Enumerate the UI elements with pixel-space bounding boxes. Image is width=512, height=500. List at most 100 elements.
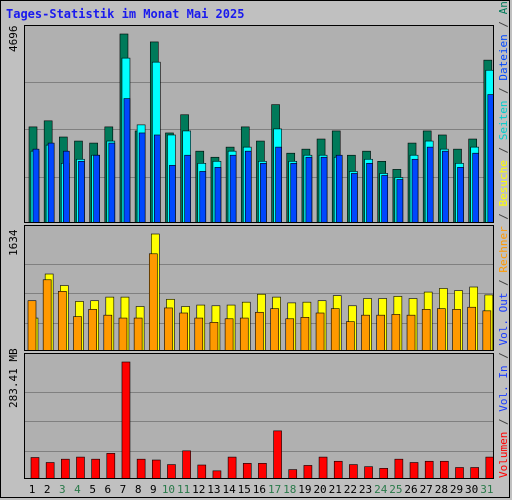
bar-rechner-day-8 xyxy=(133,317,143,350)
x-label-day-8: 8 xyxy=(134,483,142,496)
bar-volumen-day-19 xyxy=(303,465,313,478)
x-label-day-5: 5 xyxy=(89,483,96,496)
bar-rechner-day-4 xyxy=(73,316,82,350)
bar-rechner-day-9 xyxy=(148,253,158,350)
bar-seiten-day-23 xyxy=(366,163,373,222)
bar-seiten-day-7 xyxy=(123,98,131,222)
bar-volumen-day-4 xyxy=(76,456,85,478)
bar-seiten-day-14 xyxy=(229,154,237,222)
bar-volumen-day-15 xyxy=(242,463,252,478)
bar-rechner-day-31 xyxy=(482,310,492,350)
bar-rechner-day-1 xyxy=(27,300,37,350)
bar-volumen-day-13 xyxy=(212,470,222,478)
legend-separator: / xyxy=(497,206,510,227)
bar-seiten-day-12 xyxy=(199,171,207,222)
bar-seiten-day-27 xyxy=(426,146,434,222)
legend-item-dateien: Dateien xyxy=(497,34,510,81)
bar-volumen-day-11 xyxy=(182,450,191,478)
bar-rechner-day-16 xyxy=(255,311,264,350)
middle-panel-max-label: 1634 xyxy=(7,229,20,257)
x-label-day-15: 15 xyxy=(237,483,251,496)
bar-volumen-day-5 xyxy=(91,458,100,478)
legend-separator: / xyxy=(497,411,510,432)
bar-rechner-day-13 xyxy=(209,322,219,350)
x-label-day-14: 14 xyxy=(222,483,236,496)
x-label-day-17: 17 xyxy=(267,483,282,496)
chart-title: Tages-Statistik im Monat Mai 2025 xyxy=(6,7,245,21)
x-label-day-10: 10 xyxy=(161,483,176,496)
x-label-day-23: 23 xyxy=(358,483,373,496)
x-label-day-6: 6 xyxy=(104,483,112,496)
top-panel-max-label: 4696 xyxy=(7,25,20,53)
bar-seiten-day-21 xyxy=(335,154,343,222)
x-label-day-12: 12 xyxy=(192,483,206,496)
legend-item-besuche: Besuche xyxy=(497,160,510,207)
bar-rechner-day-3 xyxy=(58,291,67,350)
legend-item-seiten: Seiten xyxy=(497,100,510,141)
x-label-day-11: 11 xyxy=(176,483,191,496)
bar-rechner-day-6 xyxy=(103,314,113,350)
bar-seiten-day-10 xyxy=(169,165,176,222)
bar-seiten-day-13 xyxy=(214,167,222,222)
legend-item-anfragen: Anfragen xyxy=(497,0,510,14)
bottom-panel-max-label: 283.41 MB xyxy=(7,348,20,408)
bar-rechner-day-24 xyxy=(376,314,386,350)
x-label-day-28: 28 xyxy=(434,483,448,496)
bar-rechner-day-11 xyxy=(179,312,188,350)
bar-seiten-day-24 xyxy=(381,175,389,222)
x-label-day-18: 18 xyxy=(283,483,297,496)
bar-volumen-day-12 xyxy=(197,464,207,478)
bar-rechner-day-20 xyxy=(315,312,325,350)
x-label-day-9: 9 xyxy=(149,483,157,496)
bar-seiten-day-11 xyxy=(184,154,191,222)
bar-rechner-day-30 xyxy=(467,306,476,350)
volume-plot xyxy=(25,361,493,478)
legend-item-vol-in: Vol. In xyxy=(497,365,510,412)
x-label-day-30: 30 xyxy=(465,483,479,496)
x-label-day-20: 20 xyxy=(313,483,327,496)
bar-rechner-day-21 xyxy=(330,308,340,350)
bar-seiten-day-18 xyxy=(290,163,298,222)
bar-rechner-day-18 xyxy=(285,318,295,350)
bar-seiten-day-16 xyxy=(260,163,267,222)
x-label-day-4: 4 xyxy=(74,483,81,496)
bar-rechner-day-12 xyxy=(194,317,204,350)
bar-seiten-day-9 xyxy=(153,134,161,222)
x-label-day-26: 26 xyxy=(404,483,418,496)
bar-volumen-day-30 xyxy=(470,467,479,478)
bar-volumen-day-31 xyxy=(485,456,493,478)
bar-seiten-day-2 xyxy=(47,142,55,222)
visits-hosts-plot xyxy=(25,233,493,350)
bar-volumen-day-3 xyxy=(61,458,70,478)
bar-rechner-day-2 xyxy=(42,279,52,350)
bar-volumen-day-25 xyxy=(394,458,404,478)
x-label-day-7: 7 xyxy=(119,483,127,496)
x-label-day-27: 27 xyxy=(419,483,433,496)
panel-volume xyxy=(24,353,494,479)
panel-requests-files-pages xyxy=(24,25,494,223)
bar-rechner-day-14 xyxy=(224,318,234,350)
bar-seiten-day-5 xyxy=(93,154,100,222)
bar-volumen-day-23 xyxy=(364,466,373,478)
bar-volumen-day-16 xyxy=(258,463,267,478)
x-label-day-1: 1 xyxy=(28,483,36,496)
bar-volumen-day-2 xyxy=(45,462,55,478)
bar-volumen-day-28 xyxy=(440,460,449,478)
bar-volumen-day-9 xyxy=(151,459,161,478)
legend-separator: / xyxy=(497,14,510,35)
bar-volumen-day-29 xyxy=(455,467,464,478)
bar-seiten-day-19 xyxy=(305,156,313,222)
legend-item-volumen: Volumen xyxy=(497,431,510,478)
x-label-day-2: 2 xyxy=(43,483,51,496)
legend-separator: / xyxy=(497,272,510,293)
bar-rechner-day-23 xyxy=(361,314,370,350)
bar-volumen-day-14 xyxy=(227,456,237,478)
bar-seiten-day-17 xyxy=(275,146,282,222)
x-label-day-31: 31 xyxy=(480,483,494,496)
panel-visits-hosts xyxy=(24,225,494,351)
bar-volumen-day-21 xyxy=(333,460,343,478)
bar-rechner-day-29 xyxy=(452,309,461,350)
bar-rechner-day-17 xyxy=(270,308,279,350)
bar-rechner-day-25 xyxy=(391,314,401,350)
